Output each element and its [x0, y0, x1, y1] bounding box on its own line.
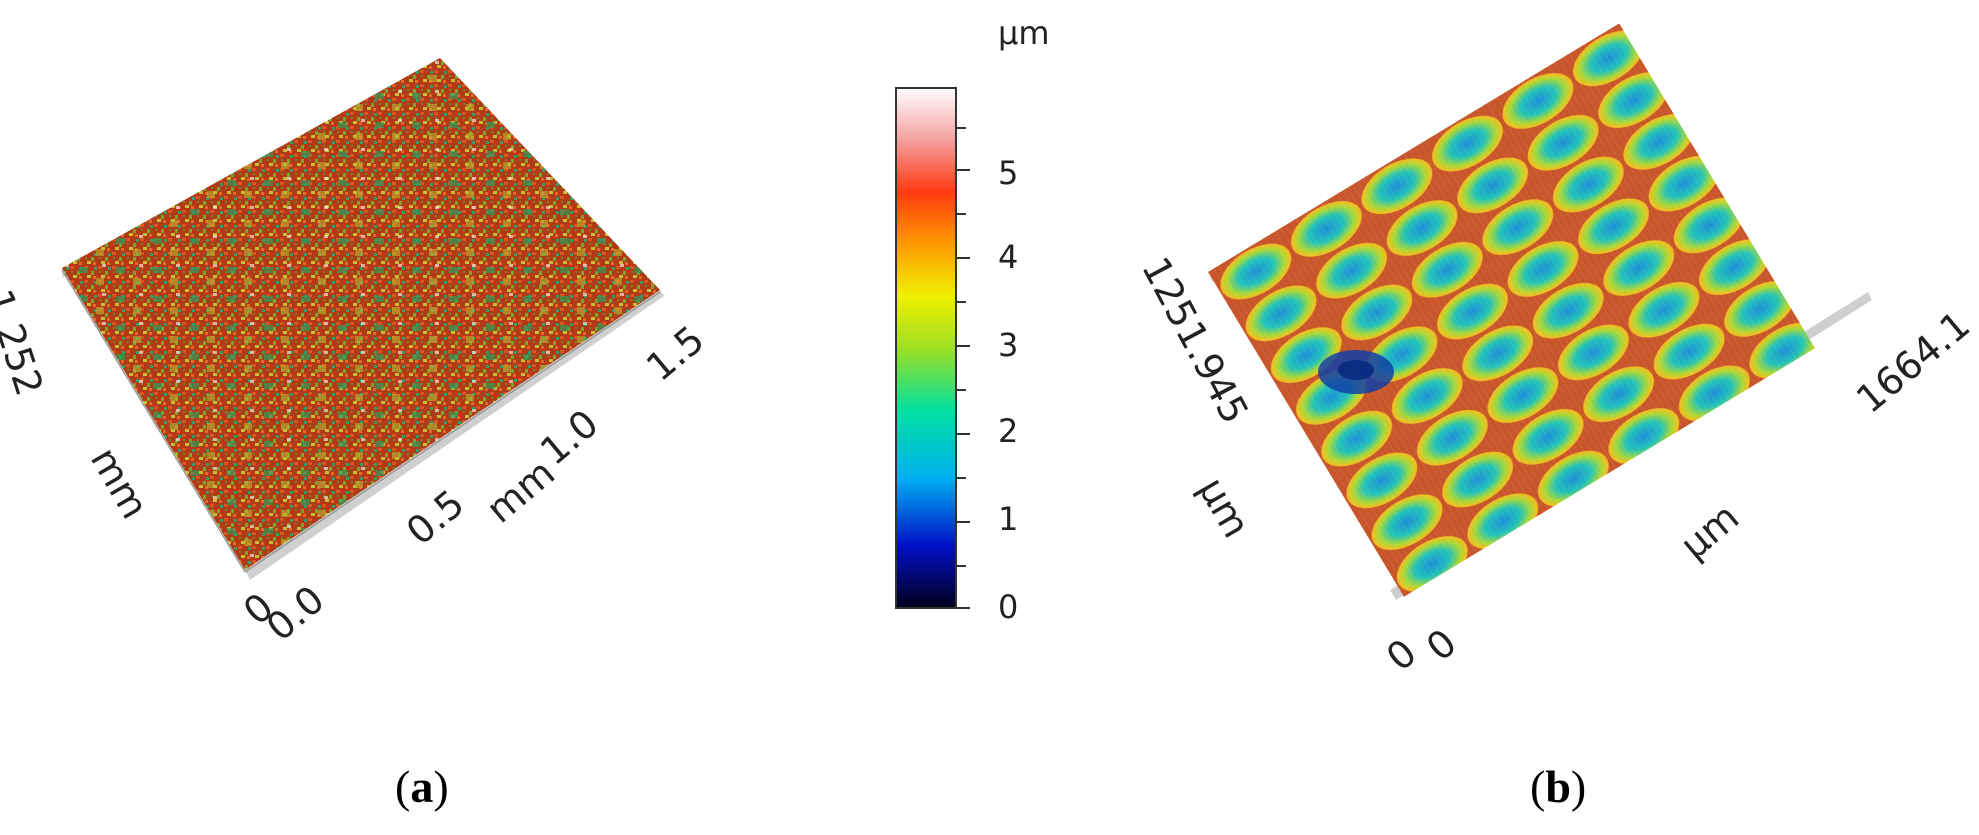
colorbar-tick-4: 4 [998, 238, 1019, 276]
colorbar-tick-3: 3 [998, 326, 1019, 364]
surface-plot-b: 1251.945 µm 0 0 µm 1664.1 [1100, 0, 1979, 680]
surface-a-render [61, 58, 664, 580]
caption-b-letter: b [1545, 761, 1571, 812]
caption-a-letter: a [410, 761, 434, 812]
caption-a: (a) [395, 761, 449, 812]
colorbar-gradient [895, 87, 970, 609]
colorbar-tick-2: 2 [998, 412, 1019, 450]
colorbar-tick-5: 5 [998, 154, 1019, 192]
colorbar-tick-1: 1 [998, 500, 1019, 538]
caption-b: (b) [1530, 761, 1587, 812]
colorbar-tick-0: 0 [998, 588, 1019, 626]
surface-b-render [1208, 23, 1872, 600]
surface-plot-a: 1.252 mm 0 0.0 0.5 mm 1.0 1.5 [0, 0, 720, 650]
colorbar-legend: µm [860, 0, 1090, 660]
colorbar-unit: µm [998, 14, 1050, 52]
